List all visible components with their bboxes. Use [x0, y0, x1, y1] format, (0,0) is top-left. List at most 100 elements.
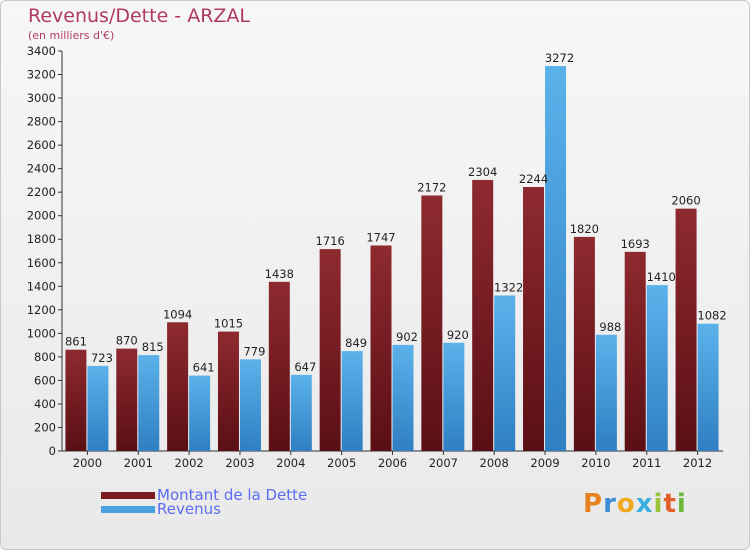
y-tick-label: 0	[49, 444, 56, 458]
x-tick-label: 2008	[480, 456, 509, 470]
legend-label-revenus: Revenus	[157, 500, 221, 518]
bar-revenus	[443, 342, 465, 451]
y-tick-label: 1600	[27, 256, 56, 270]
bar-dette	[167, 322, 189, 451]
bar-dette	[675, 208, 697, 451]
data-label-revenus: 647	[294, 360, 316, 374]
chart-title: Revenus/Dette - ARZAL	[28, 5, 250, 27]
y-tick-label: 3400	[27, 44, 56, 58]
data-label-dette: 2304	[468, 165, 497, 179]
bar-dette	[523, 187, 545, 451]
bar-dette	[624, 251, 646, 451]
x-tick-label: 2009	[530, 456, 559, 470]
bar-dette	[472, 179, 494, 452]
x-tick-label: 2012	[683, 456, 712, 470]
bar-revenus	[545, 66, 567, 451]
bar-dette	[573, 236, 595, 451]
data-label-dette: 1094	[163, 307, 192, 321]
x-tick-label: 2004	[276, 456, 305, 470]
data-label-dette: 2060	[671, 194, 700, 208]
logo-letter: i	[653, 489, 664, 519]
proxiti-logo: Proxiti	[583, 489, 687, 519]
x-tick-label: 2000	[73, 456, 102, 470]
bar-revenus	[239, 359, 261, 451]
y-tick-label: 1800	[27, 232, 56, 246]
legend: Montant de la Dette Revenus	[101, 486, 361, 527]
logo-letter: o	[616, 489, 636, 519]
y-tick-label: 600	[34, 373, 56, 387]
data-label-revenus: 920	[447, 328, 469, 342]
y-tick-label: 2400	[27, 162, 56, 176]
data-label-revenus: 815	[142, 340, 164, 354]
bar-revenus	[290, 374, 312, 451]
x-tick-label: 2003	[225, 456, 254, 470]
bar-dette	[217, 331, 239, 451]
logo-letter: i	[676, 489, 687, 519]
data-label-dette: 1820	[570, 222, 599, 236]
data-label-revenus: 641	[193, 361, 215, 375]
data-label-dette: 870	[116, 334, 138, 348]
bar-revenus	[392, 344, 414, 451]
x-tick-label: 2006	[378, 456, 407, 470]
bar-dette	[116, 348, 138, 451]
bar-revenus	[138, 355, 160, 451]
data-label-dette: 1015	[214, 317, 243, 331]
y-tick-label: 1400	[27, 279, 56, 293]
data-label-dette: 1716	[316, 234, 345, 248]
y-tick-label: 2800	[27, 115, 56, 129]
bar-dette	[319, 249, 341, 451]
bar-dette	[65, 349, 87, 451]
data-label-revenus: 988	[599, 320, 621, 334]
bar-revenus	[646, 285, 668, 451]
data-label-dette: 1693	[621, 237, 650, 251]
bar-dette	[268, 281, 290, 451]
chart-subtitle: (en milliers d'€)	[28, 29, 115, 42]
legend-item-dette: Montant de la Dette	[101, 486, 308, 504]
y-tick-label: 3200	[27, 68, 56, 82]
x-tick-label: 2011	[632, 456, 661, 470]
legend-swatch-dette	[101, 491, 155, 499]
bar-revenus	[494, 295, 516, 451]
data-label-dette: 2172	[417, 180, 446, 194]
data-label-dette: 1438	[265, 267, 294, 281]
y-tick-label: 1000	[27, 326, 56, 340]
bar-revenus	[595, 334, 617, 451]
legend-label-dette: Montant de la Dette	[157, 486, 308, 504]
x-tick-label: 2001	[124, 456, 153, 470]
bar-dette	[370, 245, 392, 451]
data-label-revenus: 779	[243, 344, 265, 358]
y-tick-label: 200	[34, 420, 56, 434]
y-tick-label: 800	[34, 350, 56, 364]
y-tick-label: 2200	[27, 185, 56, 199]
logo-letter: x	[635, 489, 654, 519]
legend-item-revenus: Revenus	[101, 500, 221, 518]
logo-letter: P	[583, 489, 604, 519]
y-tick-label: 2000	[27, 209, 56, 223]
data-label-revenus: 849	[345, 336, 367, 350]
bar-revenus	[697, 323, 719, 451]
x-tick-label: 2002	[174, 456, 203, 470]
data-label-revenus: 1082	[697, 309, 726, 323]
data-label-revenus: 1322	[494, 280, 523, 294]
data-label-revenus: 723	[91, 351, 113, 365]
data-label-dette: 1747	[366, 230, 395, 244]
data-label-dette: 2244	[519, 172, 548, 186]
bar-revenus	[189, 375, 211, 451]
x-tick-label: 2005	[327, 456, 356, 470]
logo-letter: t	[663, 489, 677, 519]
legend-swatch-revenus	[101, 505, 155, 513]
data-label-revenus: 902	[396, 330, 418, 344]
bar-revenus	[341, 351, 363, 451]
x-tick-label: 2010	[581, 456, 610, 470]
data-label-revenus: 1410	[647, 270, 676, 284]
bar-revenus	[87, 365, 109, 451]
data-label-revenus: 3272	[545, 51, 574, 65]
data-label-dette: 861	[65, 335, 87, 349]
y-tick-label: 1200	[27, 303, 56, 317]
logo-letter: r	[603, 489, 617, 519]
y-tick-label: 2600	[27, 138, 56, 152]
x-tick-label: 2007	[429, 456, 458, 470]
y-tick-label: 400	[34, 397, 56, 411]
